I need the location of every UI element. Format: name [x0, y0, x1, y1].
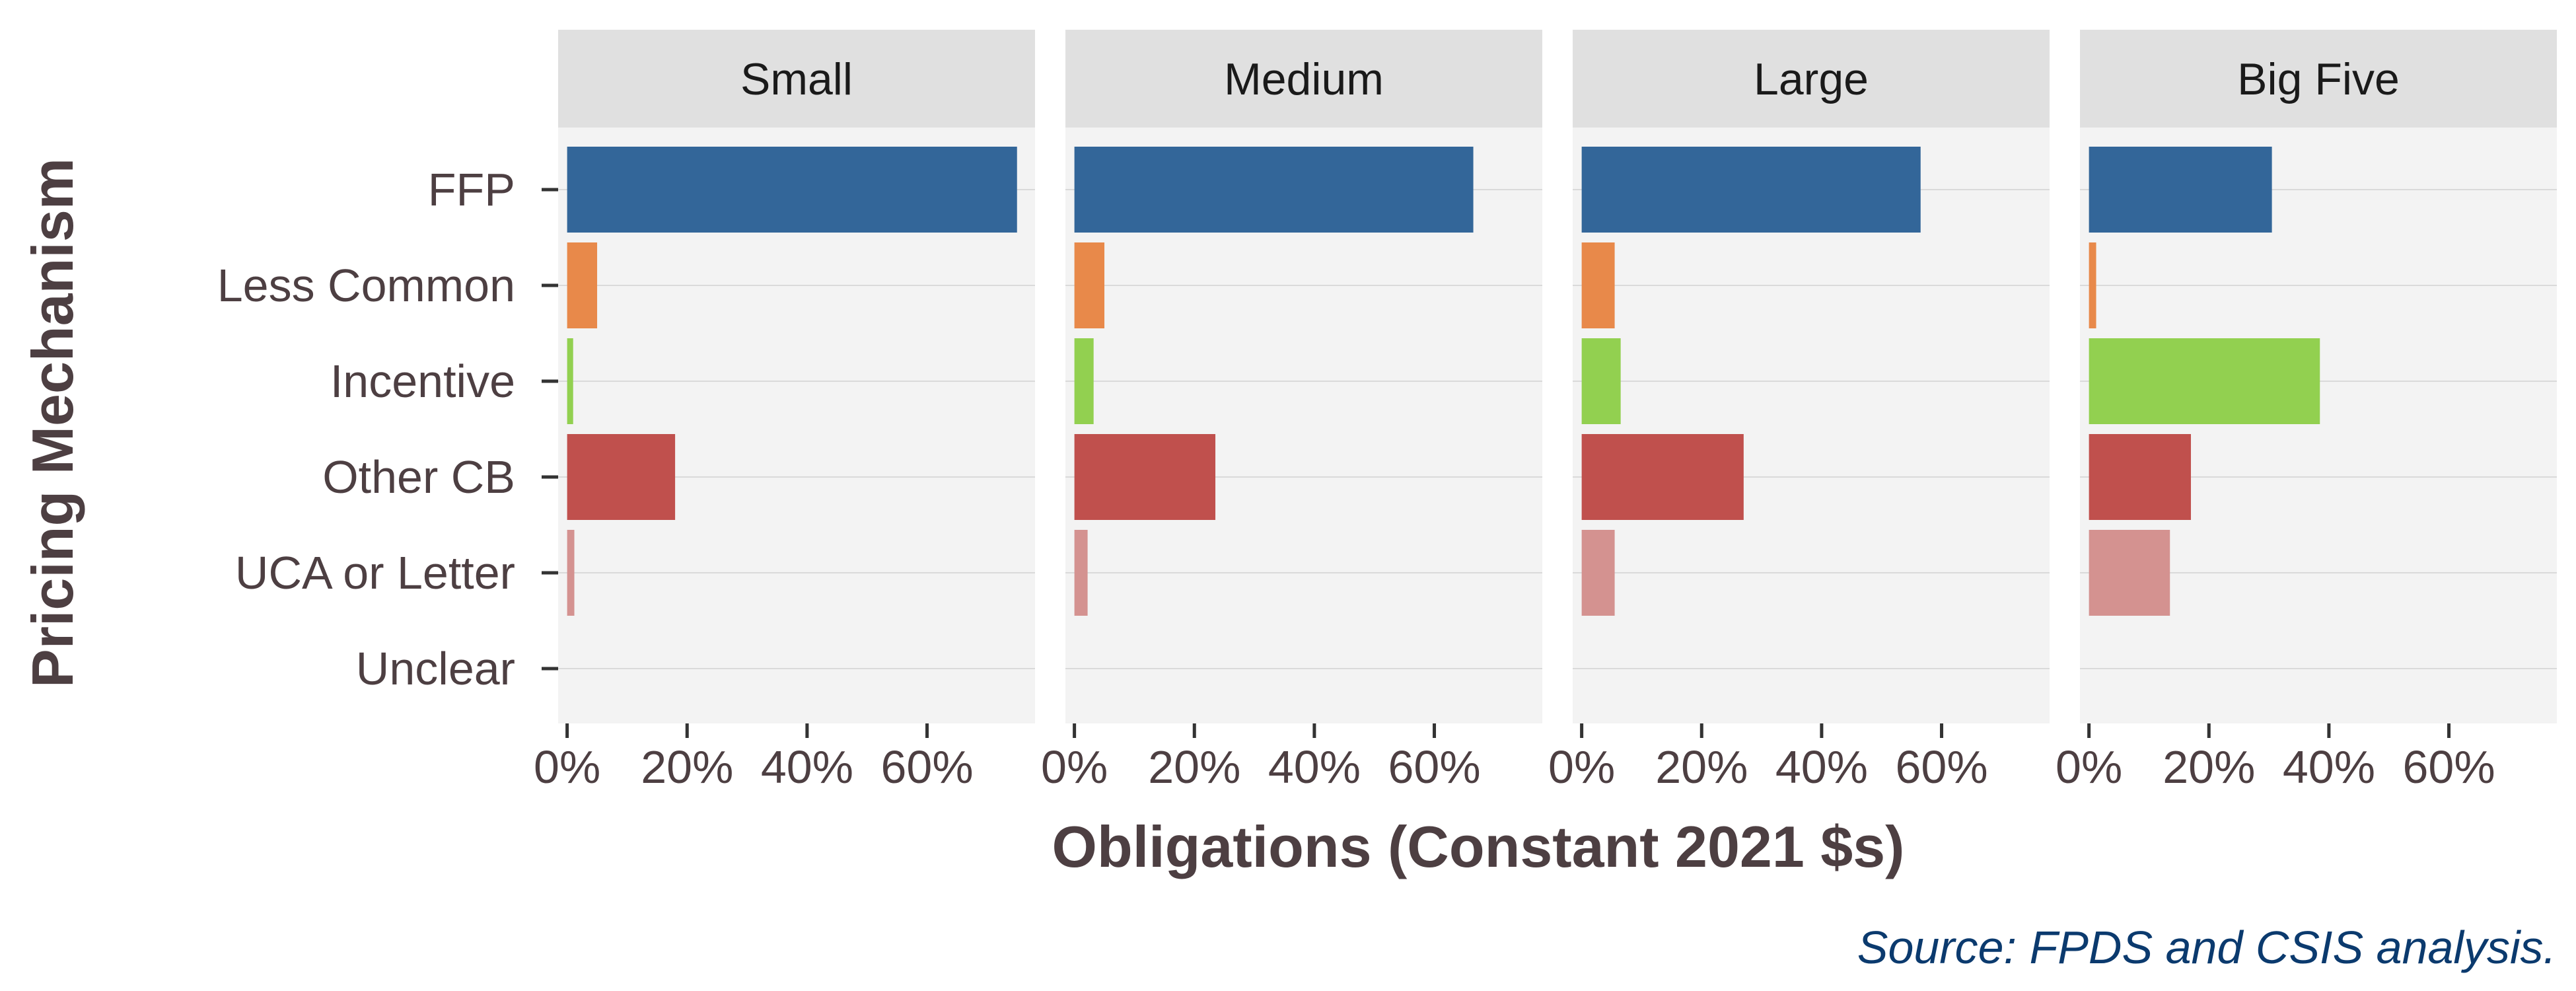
- x-tick-label: 40%: [761, 741, 853, 793]
- facet-strip: [1065, 30, 1542, 128]
- bar-ffp: [1074, 147, 1474, 233]
- y-tick-label: Incentive: [330, 355, 515, 407]
- facet-strip-label: Large: [1754, 54, 1869, 104]
- facet-strip-label: Medium: [1224, 54, 1384, 104]
- bar-less-common: [567, 242, 598, 328]
- x-tick-label: 40%: [2283, 741, 2375, 793]
- bar-less-common: [2089, 242, 2096, 328]
- x-tick-label: 20%: [2163, 741, 2255, 793]
- bar-uca-or-letter: [567, 530, 575, 616]
- y-tick-label: UCA or Letter: [235, 547, 515, 599]
- bar-ffp: [2089, 147, 2272, 233]
- x-tick-label: 60%: [880, 741, 973, 793]
- facet-large: Large 0% 20% 40% 60%: [1548, 30, 2050, 793]
- bar-other-cb: [1581, 434, 1744, 520]
- bar-other-cb: [567, 434, 676, 520]
- y-tick-label: Other CB: [322, 451, 515, 503]
- facet-big-five: Big Five 0% 20% 40% 60%: [2056, 30, 2557, 793]
- facet-panels: Small 0% 20% 40% 60% Medium 0% 20% 40% 60% Large 0%…: [534, 30, 2557, 793]
- y-tick-label: FFP: [428, 164, 515, 215]
- facet-strip-label: Small: [740, 54, 853, 104]
- y-tick-label: Less Common: [217, 260, 515, 311]
- x-axis-title: Obligations (Constant 2021 $s): [1052, 814, 1905, 879]
- bar-incentive: [2089, 338, 2320, 424]
- facet-strip: [2080, 30, 2557, 128]
- bar-incentive: [1581, 338, 1621, 424]
- x-tick-label: 60%: [1895, 741, 1987, 793]
- bar-uca-or-letter: [1074, 530, 1088, 616]
- x-tick-label: 0%: [1041, 741, 1108, 793]
- x-tick-label: 20%: [1148, 741, 1240, 793]
- bar-ffp: [1581, 147, 1921, 233]
- facet-small: Small 0% 20% 40% 60%: [534, 30, 1035, 793]
- x-tick-label: 40%: [1775, 741, 1868, 793]
- y-tick-label: Unclear: [356, 643, 515, 694]
- x-tick-label: 0%: [2056, 741, 2122, 793]
- facet-strip-label: Big Five: [2237, 54, 2400, 104]
- x-tick-label: 20%: [641, 741, 733, 793]
- bar-uca-or-letter: [1581, 530, 1615, 616]
- bar-incentive: [1074, 338, 1094, 424]
- bar-other-cb: [2089, 434, 2192, 520]
- x-tick-label: 60%: [2402, 741, 2495, 793]
- facet-medium: Medium 0% 20% 40% 60%: [1041, 30, 1542, 793]
- x-tick-label: 60%: [1388, 741, 1480, 793]
- y-axis-categories: Unclear UCA or Letter Other CB Incentive Les…: [217, 164, 558, 694]
- facet-strip: [558, 30, 1035, 128]
- bar-incentive: [567, 338, 573, 424]
- y-axis-title: Pricing Mechanism: [20, 158, 85, 688]
- bar-less-common: [1074, 242, 1105, 328]
- caption: Source: FPDS and CSIS analysis.: [1857, 922, 2556, 973]
- bar-ffp: [567, 147, 1017, 233]
- facet-strip: [1573, 30, 2050, 128]
- x-tick-label: 20%: [1655, 741, 1748, 793]
- x-tick-label: 0%: [1548, 741, 1615, 793]
- bar-other-cb: [1074, 434, 1216, 520]
- x-tick-label: 40%: [1268, 741, 1361, 793]
- bar-uca-or-letter: [2089, 530, 2170, 616]
- x-tick-label: 0%: [534, 741, 600, 793]
- bar-less-common: [1581, 242, 1615, 328]
